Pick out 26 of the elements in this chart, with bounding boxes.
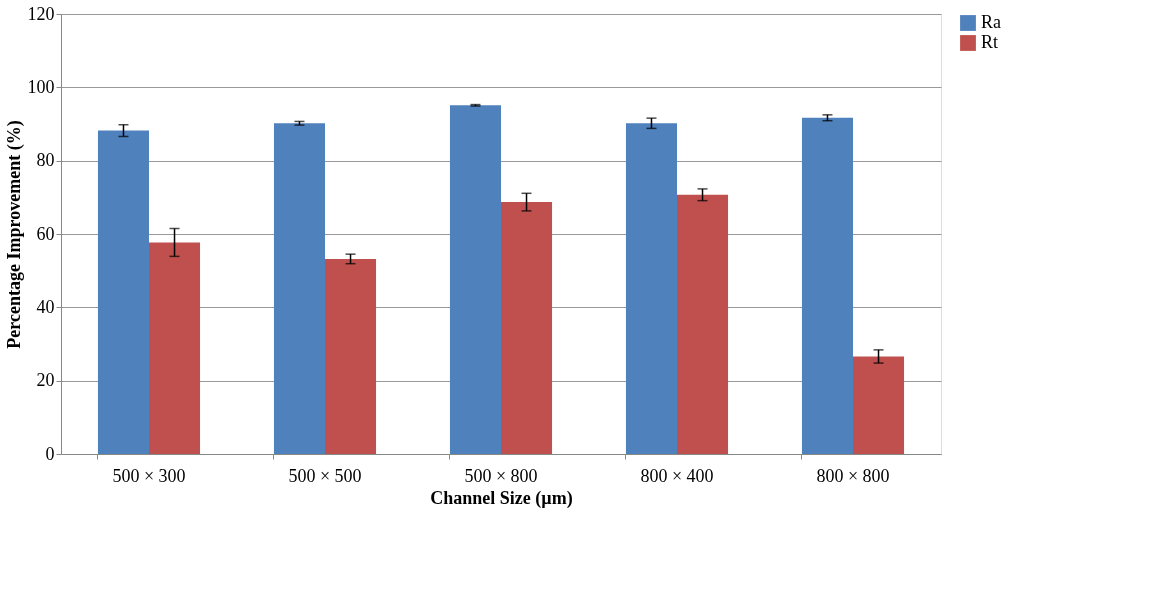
bar	[677, 194, 729, 454]
legend-label: Rt	[981, 32, 999, 52]
y-tick-label: 120	[27, 3, 55, 24]
bar	[853, 356, 905, 454]
bar	[449, 105, 501, 454]
y-axis-title: Percentage Improvement (%)	[3, 120, 25, 349]
bar	[625, 123, 677, 454]
y-tick-label: 80	[36, 150, 55, 171]
y-tick-label: 100	[27, 76, 55, 97]
x-tick-label: 500 × 500	[288, 465, 362, 486]
bar	[325, 258, 377, 454]
y-tick-label: 0	[45, 443, 55, 464]
x-tick-label: 500 × 800	[464, 465, 538, 486]
x-tick-label: 500 × 300	[112, 465, 186, 486]
bar	[97, 130, 149, 454]
x-tick-label: 800 × 800	[816, 465, 890, 486]
y-tick-label: 60	[36, 223, 55, 244]
y-tick-label: 20	[36, 370, 55, 391]
legend-label: Ra	[981, 12, 1002, 32]
bar	[273, 123, 325, 454]
y-tick-label: 40	[36, 296, 55, 317]
x-tick-label: 800 × 400	[640, 465, 714, 486]
bar	[149, 242, 201, 454]
x-axis-title: Channel Size (µm)	[430, 487, 573, 509]
bar	[801, 117, 853, 454]
bar	[501, 202, 553, 454]
